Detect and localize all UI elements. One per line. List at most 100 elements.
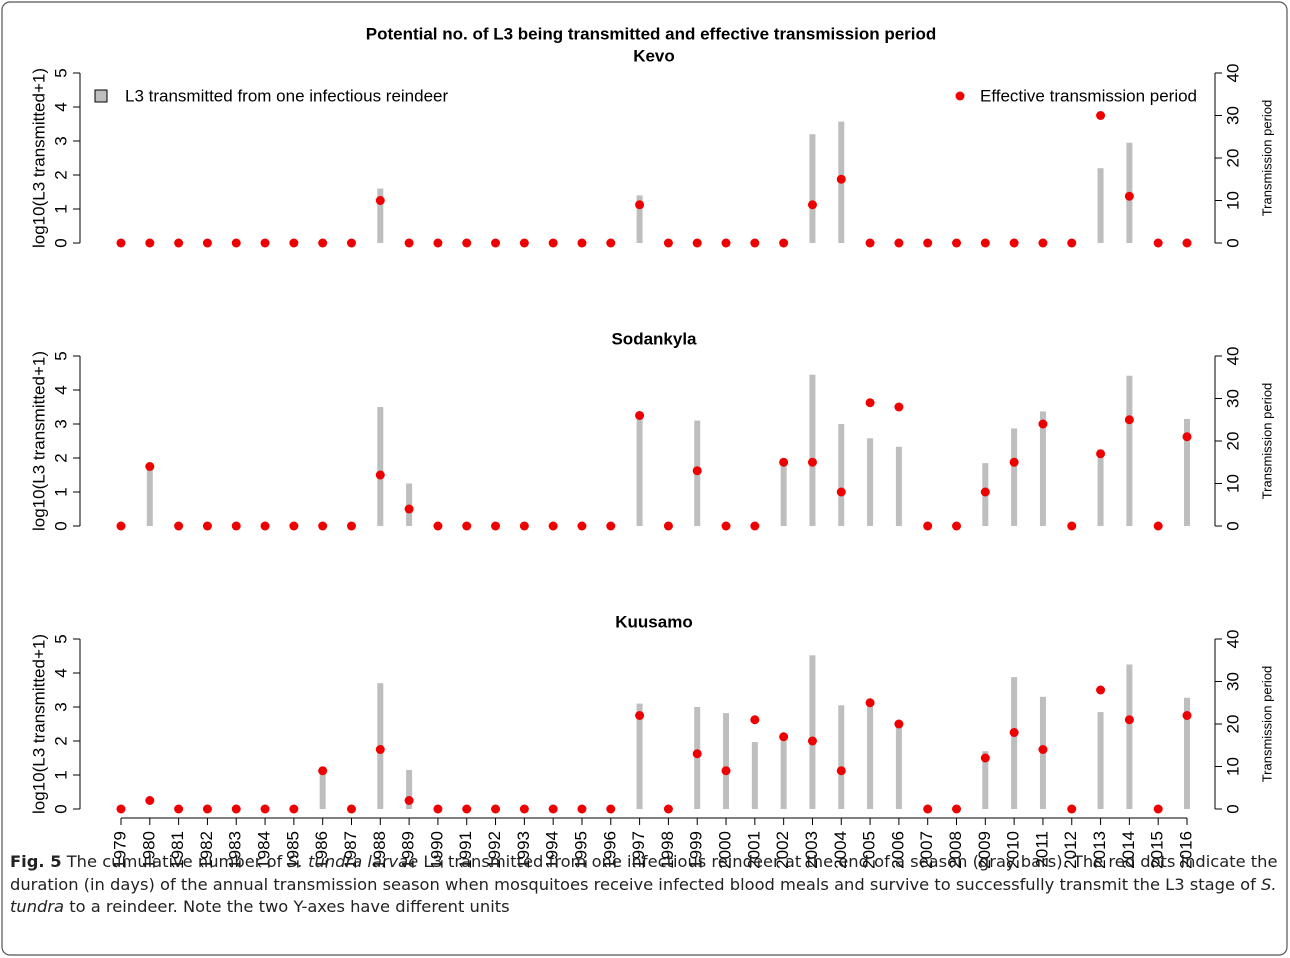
dot <box>260 521 270 531</box>
dot <box>980 753 990 763</box>
dot <box>836 174 846 184</box>
bar <box>809 134 816 243</box>
dot <box>289 804 299 814</box>
bar <box>146 468 153 526</box>
y2-tick-label: 0 <box>1223 804 1242 813</box>
dot <box>692 238 702 248</box>
dot <box>346 238 356 248</box>
dot <box>721 766 731 776</box>
x-tick-label: 2011 <box>1032 831 1051 868</box>
bar <box>1184 418 1190 526</box>
x-tick-label: 1993 <box>514 831 533 869</box>
dot <box>779 238 789 248</box>
x-tick-label: 1981 <box>168 831 187 869</box>
bar <box>1011 677 1018 809</box>
y2-tick-label: 20 <box>1223 149 1242 168</box>
x-tick-label: 2003 <box>802 831 821 869</box>
bar <box>982 751 989 809</box>
dot <box>1124 191 1134 201</box>
caption-text: to a reindeer. Note the two Y-axes have … <box>64 897 510 916</box>
y2-tick-label: 10 <box>1223 474 1242 493</box>
dot <box>375 196 385 205</box>
dot <box>174 521 184 531</box>
bar <box>895 446 902 526</box>
x-tick-label: 2014 <box>1119 831 1138 869</box>
dot <box>1096 111 1106 120</box>
dot <box>145 796 155 805</box>
dot <box>375 470 385 480</box>
y-tick-label: 4 <box>51 668 70 677</box>
x-tick-label: 1984 <box>255 831 274 869</box>
dot <box>1009 457 1019 467</box>
dot <box>1096 449 1106 459</box>
dot <box>491 804 501 814</box>
y-tick-label: 0 <box>51 238 70 247</box>
dot <box>980 238 990 248</box>
y2-tick-label: 30 <box>1223 389 1242 408</box>
x-tick-label: 2009 <box>975 831 994 869</box>
y2-axis-label: Transmission period <box>1259 383 1274 500</box>
y2-tick-label: 40 <box>1223 347 1242 366</box>
dot <box>404 796 414 805</box>
dot <box>346 521 356 531</box>
x-tick-label: 1990 <box>427 831 446 869</box>
x-tick-label: 1986 <box>312 831 331 869</box>
legend-swatch <box>955 91 965 101</box>
chart-title: Potential no. of L3 being transmitted an… <box>366 24 937 43</box>
caption-text: S. tundra larvae <box>287 852 419 871</box>
x-tick-label: 2013 <box>1090 831 1109 869</box>
dot <box>865 238 875 248</box>
dot <box>1038 238 1048 248</box>
y-tick-label: 1 <box>51 487 70 496</box>
dot <box>836 487 846 497</box>
dot <box>836 766 846 776</box>
y2-tick-label: 40 <box>1223 630 1242 649</box>
bar <box>780 737 787 809</box>
dot <box>923 238 933 248</box>
x-tick-label: 1988 <box>370 831 389 869</box>
y-tick-label: 1 <box>51 204 70 213</box>
dot <box>404 238 414 248</box>
dot <box>577 238 587 248</box>
dot <box>1182 238 1192 248</box>
x-tick-label: 1996 <box>600 831 619 869</box>
dot <box>1182 711 1192 720</box>
y2-axis-label: Transmission period <box>1259 666 1274 783</box>
y-tick-label: 0 <box>51 521 70 530</box>
caption: Fig. 5 The cumulative number of S. tundr… <box>10 851 1278 919</box>
dot <box>519 804 529 814</box>
dot <box>952 804 962 814</box>
dot <box>1038 745 1048 754</box>
x-tick-label: 1992 <box>485 831 504 869</box>
legend-label: L3 transmitted from one infectious reind… <box>125 86 449 105</box>
dot <box>1009 238 1019 248</box>
dot <box>375 745 385 754</box>
dot <box>1096 685 1106 695</box>
y2-tick-label: 10 <box>1223 191 1242 210</box>
y-tick-label: 2 <box>51 736 70 745</box>
x-tick-label: 2008 <box>946 831 965 869</box>
dot <box>923 521 933 531</box>
dot <box>952 521 962 531</box>
dot <box>894 238 904 248</box>
dot <box>145 462 155 471</box>
dot <box>1067 804 1077 814</box>
x-tick-label: 2002 <box>773 831 792 869</box>
x-tick-label: 2005 <box>860 831 879 869</box>
caption-text: L3 transmitted from one infectious reind… <box>10 852 1278 894</box>
bar <box>319 773 326 809</box>
dot <box>548 804 558 814</box>
dot <box>318 238 328 248</box>
dot <box>750 715 760 725</box>
dot <box>318 766 328 776</box>
y-tick-label: 2 <box>51 170 70 179</box>
dot <box>663 521 673 531</box>
dot <box>1067 521 1077 531</box>
y-tick-label: 3 <box>51 419 70 428</box>
dot <box>116 521 126 531</box>
x-tick-label: 1998 <box>658 831 677 869</box>
y-tick-label: 5 <box>51 634 70 643</box>
dot <box>462 804 472 814</box>
bar <box>406 769 413 809</box>
bar <box>751 742 758 809</box>
